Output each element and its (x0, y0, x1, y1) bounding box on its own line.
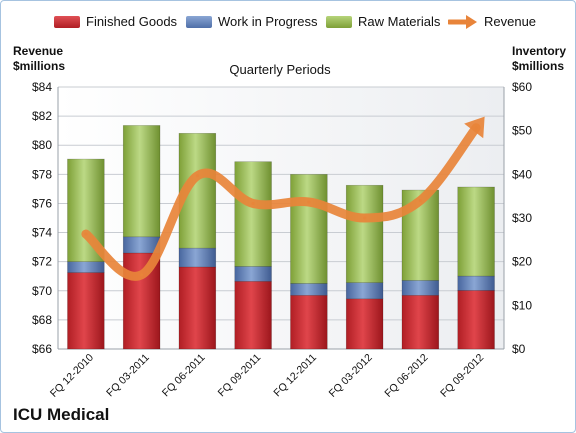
left-tick-label: $78 (32, 167, 52, 181)
bar-work-in-progress-1 (67, 261, 105, 273)
x-tick-label: FQ 06-2011 (160, 352, 208, 400)
left-tick-label: $74 (32, 226, 52, 240)
left-tick-label: $68 (32, 313, 52, 327)
right-tick-label: $40 (512, 167, 532, 181)
x-tick-label: FQ 09-2012 (438, 352, 486, 400)
bar-finished-goods-7 (401, 294, 440, 350)
right-axis-title-line-1: Inventory (512, 44, 567, 58)
right-tick-label: $10 (512, 298, 532, 312)
legend-label-raw-materials: Raw Materials (358, 14, 441, 29)
left-tick-label: $72 (32, 255, 52, 269)
x-tick-label: FQ 12-2011 (271, 352, 319, 400)
right-axis-title-line-2: $millions (512, 59, 565, 73)
right-tick-label: $50 (512, 124, 532, 138)
left-tick-label: $76 (32, 196, 52, 210)
chart-title: Quarterly Periods (229, 62, 331, 77)
left-tick-label: $66 (32, 342, 52, 356)
revenue-point-4 (251, 201, 255, 205)
right-tick-label: $20 (512, 255, 532, 269)
company-name: ICU Medical (13, 405, 110, 424)
bar-raw-materials-5 (290, 174, 328, 284)
revenue-line-layer (81, 116, 485, 281)
revenue-arrowhead (464, 116, 485, 139)
revenue-point-1 (84, 232, 88, 236)
right-tick-label: $0 (512, 342, 526, 356)
left-tick-label: $80 (32, 138, 52, 152)
bar-raw-materials-8 (457, 186, 495, 277)
x-tick-label: FQ 12-2010 (48, 352, 96, 400)
bar-finished-goods-6 (345, 298, 384, 350)
left-tick-label: $82 (32, 109, 52, 123)
legend-label-work-in-progress: Work in Progress (218, 14, 318, 29)
bar-raw-materials-2 (122, 125, 161, 238)
bar-finished-goods-5 (290, 294, 328, 350)
revenue-point-3 (195, 174, 199, 178)
x-tick-label: FQ 09-2011 (216, 352, 264, 400)
left-tick-label: $70 (32, 284, 52, 298)
bar-work-in-progress-6 (345, 282, 384, 300)
bar-work-in-progress-4 (234, 266, 272, 282)
x-tick-label: FQ 03-2012 (327, 352, 375, 400)
right-tick-label: $60 (512, 80, 532, 94)
bar-finished-goods-3 (178, 266, 217, 350)
bar-finished-goods-1 (67, 272, 105, 350)
legend-swatch-revenue (448, 15, 477, 29)
bar-finished-goods-8 (457, 290, 495, 350)
revenue-line (81, 123, 481, 281)
right-axis-title: Inventory $millions (512, 44, 566, 74)
left-axis-title: Revenue $millions (13, 44, 65, 74)
right-tick-label: $30 (512, 211, 532, 225)
bar-work-in-progress-7 (401, 280, 440, 296)
legend-label-revenue: Revenue (484, 14, 537, 29)
x-tick-label: FQ 03-2011 (104, 352, 152, 400)
x-tick-label: FQ 06-2012 (382, 352, 430, 400)
revenue-point-7 (418, 199, 422, 203)
legend-label-finished-goods: Finished Goods (86, 14, 178, 29)
bars-layer (67, 125, 495, 350)
bar-raw-materials-4 (234, 161, 272, 267)
legend-swatch-work-in-progress (186, 16, 212, 28)
bar-raw-materials-6 (345, 184, 384, 283)
legend-swatch-finished-goods (54, 16, 80, 28)
bar-finished-goods-2 (122, 252, 161, 350)
bar-work-in-progress-3 (178, 247, 217, 268)
left-axis-title-line-1: Revenue (13, 44, 64, 58)
left-axis-title-line-2: $millions (13, 59, 66, 73)
revenue-point-5 (307, 200, 311, 204)
revenue-point-6 (363, 216, 367, 220)
revenue-point-2 (140, 273, 144, 277)
left-tick-label: $84 (32, 80, 52, 94)
bar-finished-goods-4 (234, 281, 272, 350)
legend-swatch-raw-materials (326, 16, 352, 28)
bar-work-in-progress-8 (457, 275, 495, 291)
bar-work-in-progress-5 (290, 283, 328, 296)
revenue-point-8 (474, 126, 478, 130)
